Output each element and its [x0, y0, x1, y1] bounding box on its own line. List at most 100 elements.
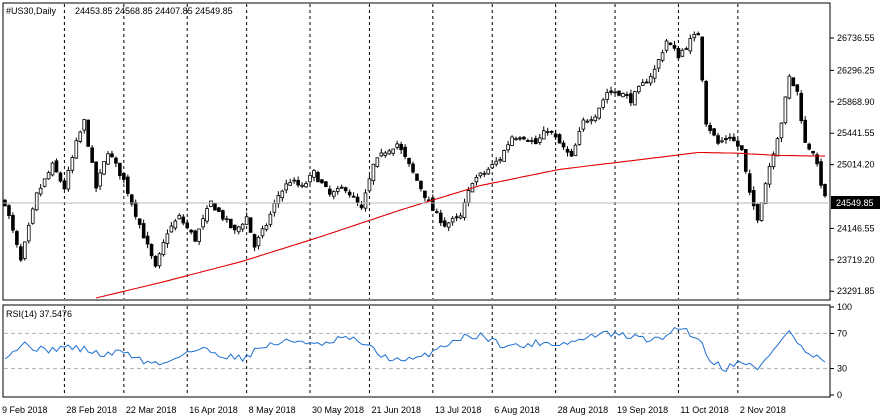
candle-body — [522, 136, 526, 140]
candle-body — [597, 107, 602, 119]
candle-body — [740, 145, 744, 151]
candle-body — [23, 241, 27, 259]
time-label: 11 Oct 2018 — [680, 405, 728, 415]
candle-body — [438, 212, 443, 224]
candle-body — [684, 48, 689, 50]
candle-body — [126, 176, 130, 194]
candle-body — [284, 183, 289, 191]
candle-body — [514, 138, 518, 140]
candle-body — [743, 149, 748, 172]
candle-body — [141, 223, 146, 239]
candle-body — [644, 81, 649, 84]
candle-body — [605, 92, 609, 100]
time-axis: 9 Feb 2018 28 Feb 2018 22 Mar 2018 16 Apr 2… — [2, 405, 786, 415]
candle-body — [708, 125, 712, 132]
candle-body — [205, 208, 209, 222]
candle-body — [46, 172, 51, 180]
candle-body — [157, 253, 162, 267]
time-label: 8 May 2018 — [249, 405, 296, 415]
symbol-label: #US30,Daily — [6, 6, 57, 16]
price-tag: 24549.85 — [831, 196, 880, 209]
candle-body — [102, 161, 106, 175]
time-label: 6 Aug 2018 — [494, 405, 540, 415]
time-label: 19 Sep 2018 — [617, 405, 668, 415]
candle-body — [129, 194, 134, 205]
candle-body — [355, 196, 360, 204]
candle-body — [807, 143, 811, 150]
candle-body — [260, 228, 265, 237]
rsi-panel-border — [2, 304, 831, 398]
candle-body — [324, 181, 328, 188]
candle-body — [700, 36, 704, 81]
candle-body — [458, 215, 463, 219]
candle-body — [613, 91, 617, 94]
time-label: 13 Jul 2018 — [435, 405, 482, 415]
candle-body — [712, 128, 716, 136]
candle-body — [530, 140, 534, 142]
candle-body — [767, 165, 772, 185]
candle-body — [19, 246, 23, 261]
candle-body — [38, 187, 43, 195]
candle-body — [688, 38, 693, 52]
candle-body — [815, 154, 819, 165]
candle-body — [304, 183, 308, 188]
time-label: 30 May 2018 — [312, 405, 364, 415]
candle-body — [320, 179, 324, 184]
candle-body — [232, 224, 237, 231]
time-label: 16 Apr 2018 — [189, 405, 238, 415]
candle-body — [395, 143, 399, 148]
candle-body — [153, 255, 158, 267]
candle-body — [593, 116, 598, 122]
candle-body — [478, 172, 483, 177]
candle-body — [387, 150, 392, 155]
candle-body — [375, 157, 380, 167]
candle-body — [724, 138, 728, 141]
candle-body — [256, 236, 261, 247]
price-tick-label: 25868.90 — [837, 97, 875, 107]
candle-body — [696, 33, 701, 36]
candle-body — [652, 68, 657, 79]
candle-body — [145, 235, 150, 245]
candle-body — [751, 190, 756, 207]
rsi-level-lines — [4, 332, 829, 370]
candle-body — [720, 140, 724, 143]
candle-body — [137, 218, 142, 225]
candle-body — [581, 119, 586, 130]
price-axis: 26736.55 26296.25 25868.90 25441.55 25014.20… — [830, 33, 875, 296]
candle-body — [692, 34, 697, 39]
candle-body — [803, 119, 807, 143]
candle-body — [541, 130, 546, 140]
candle-body — [680, 49, 685, 57]
candle-body — [545, 131, 550, 133]
candle-body — [225, 218, 229, 221]
candle-body — [609, 90, 613, 93]
time-label: 28 Aug 2018 — [558, 405, 609, 415]
candle-body — [759, 202, 764, 221]
rsi-tick-label: 100 — [837, 302, 852, 312]
candle-body — [70, 157, 75, 171]
candle-body — [537, 137, 542, 143]
candle-body — [181, 216, 186, 224]
candle-body — [617, 90, 621, 96]
candles — [3, 31, 827, 269]
candle-body — [236, 226, 241, 233]
candle-body — [585, 120, 590, 123]
price-tick-label: 26736.55 — [837, 33, 875, 43]
candle-body — [716, 135, 720, 144]
candle-body — [217, 207, 221, 212]
vertical-grid — [63, 4, 739, 396]
candle-body — [118, 162, 122, 176]
candle-body — [316, 172, 320, 183]
candle-body — [434, 211, 439, 213]
candle-body — [557, 134, 562, 144]
rsi-tick-label: 0 — [837, 390, 842, 400]
main-chart-border — [2, 2, 831, 301]
candle-body — [114, 157, 118, 164]
candle-body — [549, 130, 554, 133]
candle-body — [633, 91, 637, 106]
price-tick-label: 23719.20 — [837, 255, 875, 265]
candle-body — [343, 187, 348, 192]
candle-body — [292, 179, 296, 182]
candle-body — [201, 218, 205, 228]
